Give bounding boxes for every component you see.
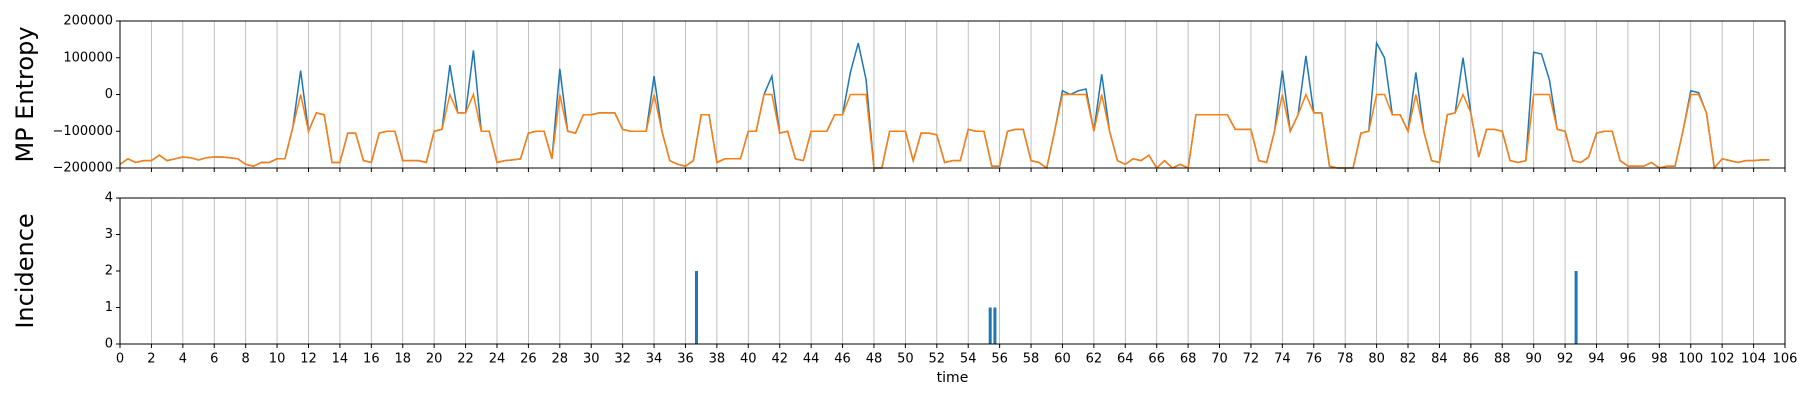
line-series <box>119 40 1770 170</box>
axes-frame <box>119 197 1786 345</box>
x-tick-label: 68 <box>1180 352 1197 367</box>
x-tick-label: 104 <box>1741 352 1766 367</box>
x-tick-label: 20 <box>426 352 443 367</box>
bar <box>988 307 992 344</box>
x-tick-label: 60 <box>1054 352 1071 367</box>
bar <box>694 271 698 344</box>
x-tick-label: 70 <box>1211 352 1228 367</box>
x-tick-label: 8 <box>242 352 250 367</box>
x-tick-label: 54 <box>960 352 977 367</box>
x-tick-label: 42 <box>771 352 788 367</box>
x-tick-label: 72 <box>1243 352 1260 367</box>
x-axis-label: time <box>937 370 969 386</box>
x-tick-label: 10 <box>269 352 286 367</box>
y-tick-label: 100000 <box>63 50 113 65</box>
x-tick-label: 4 <box>179 352 187 367</box>
x-tick-label: 24 <box>489 352 506 367</box>
y-tick-label: 4 <box>105 191 113 206</box>
x-tick-label: 102 <box>1710 352 1735 367</box>
x-tick-label: 46 <box>834 352 851 367</box>
y-tick-label: 1 <box>105 300 113 315</box>
x-tick-label: 44 <box>803 352 820 367</box>
x-tick-label: 88 <box>1494 352 1511 367</box>
x-tick-label: 64 <box>1117 352 1134 367</box>
x-tick-label: 66 <box>1148 352 1165 367</box>
x-tick-label: 14 <box>332 352 349 367</box>
x-tick-label: 16 <box>363 352 380 367</box>
x-tick-label: 106 <box>1773 352 1798 367</box>
x-tick-label: 74 <box>1274 352 1291 367</box>
y-tick-label: −200000 <box>52 161 113 176</box>
x-tick-label: 84 <box>1431 352 1448 367</box>
x-tick-label: 78 <box>1337 352 1354 367</box>
x-tick-label: 92 <box>1557 352 1574 367</box>
x-tick-label: 82 <box>1400 352 1417 367</box>
x-tick-label: 52 <box>929 352 946 367</box>
line-series <box>119 92 1770 170</box>
x-tick-label: 26 <box>520 352 537 367</box>
x-tick-label: 0 <box>116 352 124 367</box>
x-tick-label: 86 <box>1463 352 1480 367</box>
x-tick-label: 30 <box>583 352 600 367</box>
x-tick-label: 32 <box>614 352 631 367</box>
x-tick-label: 58 <box>1023 352 1040 367</box>
x-tick-label: 94 <box>1588 352 1605 367</box>
y-axis-label: MP Entropy <box>11 26 39 162</box>
y-tick-label: −100000 <box>52 124 113 139</box>
x-tick-label: 96 <box>1620 352 1637 367</box>
axes-frame <box>119 20 1786 169</box>
bar <box>993 307 997 344</box>
x-tick-label: 38 <box>709 352 726 367</box>
x-tick-label: 56 <box>991 352 1008 367</box>
x-tick-label: 6 <box>210 352 218 367</box>
x-tick-label: 12 <box>300 352 317 367</box>
x-tick-label: 18 <box>394 352 411 367</box>
x-tick-label: 48 <box>866 352 883 367</box>
x-tick-label: 50 <box>897 352 914 367</box>
x-tick-label: 76 <box>1306 352 1323 367</box>
y-tick-label: 0 <box>105 87 113 102</box>
x-tick-label: 34 <box>646 352 663 367</box>
x-tick-label: 98 <box>1651 352 1668 367</box>
x-tick-label: 2 <box>147 352 155 367</box>
y-tick-label: 3 <box>105 227 113 242</box>
x-tick-label: 36 <box>677 352 694 367</box>
x-tick-label: 90 <box>1525 352 1542 367</box>
x-tick-label: 80 <box>1368 352 1385 367</box>
bar <box>1574 271 1578 344</box>
x-tick-label: 28 <box>552 352 569 367</box>
x-tick-label: 22 <box>457 352 474 367</box>
x-tick-label: 62 <box>1086 352 1103 367</box>
y-tick-label: 0 <box>105 337 113 352</box>
y-axis-label: Incidence <box>11 213 39 328</box>
y-tick-label: 2 <box>105 264 113 279</box>
x-tick-label: 40 <box>740 352 757 367</box>
x-tick-label: 100 <box>1678 352 1703 367</box>
y-tick-label: 200000 <box>63 14 113 29</box>
